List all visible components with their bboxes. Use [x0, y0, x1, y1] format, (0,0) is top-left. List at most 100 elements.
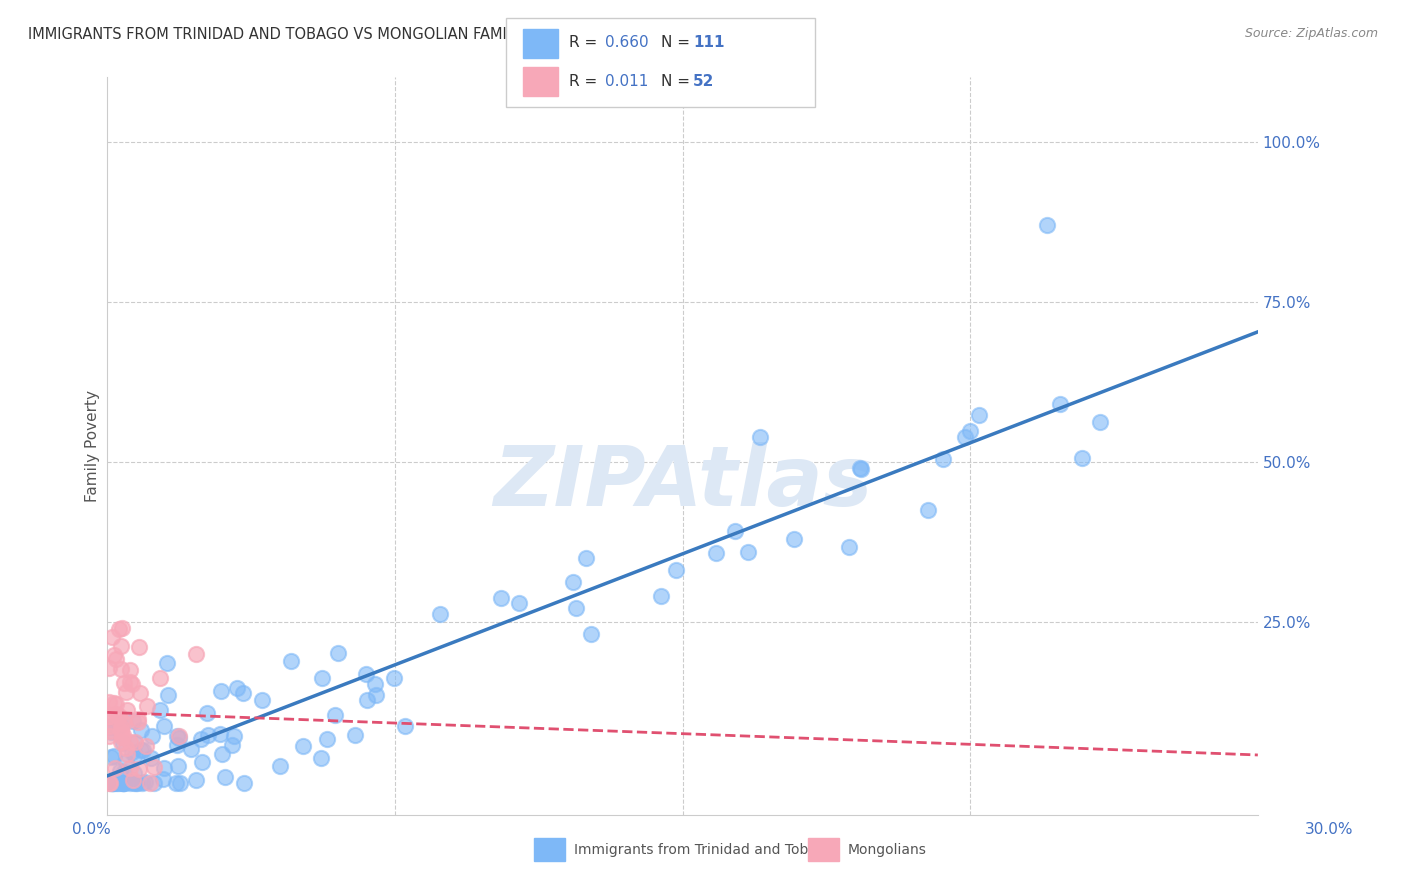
Point [112, 775, 135, 789]
Point [100, 774, 122, 789]
Point [104, 706, 127, 721]
Point [98, 660, 121, 674]
Point [723, 524, 745, 538]
Point [115, 703, 138, 717]
Point [124, 736, 146, 750]
Point [112, 765, 135, 780]
Text: 52: 52 [693, 74, 714, 88]
Point [325, 707, 347, 722]
Point [143, 760, 166, 774]
Point [103, 648, 125, 662]
Point [98, 775, 121, 789]
Point [121, 745, 143, 759]
Point [110, 764, 132, 778]
Point [122, 766, 145, 780]
Text: Source: ZipAtlas.com: Source: ZipAtlas.com [1244, 27, 1378, 40]
Point [749, 430, 772, 444]
Text: Immigrants from Trinidad and Tobago: Immigrants from Trinidad and Tobago [574, 843, 834, 857]
Point [190, 732, 212, 747]
Point [214, 770, 236, 784]
Point [98, 729, 121, 743]
Point [579, 626, 602, 640]
Point [110, 721, 132, 735]
Point [959, 425, 981, 439]
Point [364, 676, 387, 690]
Point [120, 674, 142, 689]
Point [156, 688, 179, 702]
Point [107, 622, 129, 636]
Point [110, 735, 132, 749]
Point [110, 640, 132, 654]
Point [107, 717, 129, 731]
Point [114, 756, 136, 770]
Point [125, 775, 148, 789]
Point [180, 742, 202, 756]
Point [197, 729, 219, 743]
Point [127, 715, 149, 730]
Point [225, 681, 247, 695]
Point [108, 775, 131, 789]
Point [120, 735, 142, 749]
Point [562, 574, 585, 589]
Point [575, 550, 598, 565]
Point [108, 709, 131, 723]
Point [120, 775, 142, 789]
Point [1049, 397, 1071, 411]
Point [429, 607, 451, 622]
Point [311, 672, 333, 686]
Text: 0.0%: 0.0% [72, 822, 111, 837]
Point [101, 775, 124, 789]
Text: Mongolians: Mongolians [848, 843, 927, 857]
Point [122, 775, 145, 789]
Point [127, 712, 149, 726]
Y-axis label: Family Poverty: Family Poverty [86, 390, 100, 502]
Point [103, 775, 125, 789]
Point [565, 601, 588, 615]
Text: ZIPAtlas: ZIPAtlas [494, 442, 872, 524]
Point [184, 772, 207, 787]
Point [110, 718, 132, 732]
Text: R =: R = [569, 36, 603, 50]
Point [315, 731, 337, 746]
Point [112, 676, 135, 690]
Point [1070, 450, 1092, 465]
Point [122, 773, 145, 788]
Point [98, 719, 121, 733]
Point [104, 761, 127, 775]
Text: 111: 111 [693, 36, 724, 50]
Point [233, 775, 256, 789]
Point [650, 590, 672, 604]
Point [134, 775, 156, 789]
Point [291, 739, 314, 753]
Point [166, 738, 188, 752]
Point [111, 775, 134, 789]
Point [138, 775, 160, 789]
Point [665, 563, 688, 577]
Point [783, 532, 806, 546]
Point [197, 706, 219, 720]
Point [120, 663, 142, 677]
Point [112, 775, 135, 789]
Point [269, 759, 291, 773]
Point [167, 731, 190, 745]
Point [132, 743, 155, 757]
Point [129, 723, 152, 737]
Point [737, 545, 759, 559]
Point [152, 772, 174, 786]
Point [190, 755, 212, 769]
Text: IMMIGRANTS FROM TRINIDAD AND TOBAGO VS MONGOLIAN FAMILY POVERTY CORRELATION CHAR: IMMIGRANTS FROM TRINIDAD AND TOBAGO VS M… [28, 27, 755, 42]
Point [209, 727, 232, 741]
Point [166, 729, 188, 743]
Point [115, 685, 138, 699]
Point [110, 775, 132, 789]
Text: 0.011: 0.011 [605, 74, 648, 88]
Point [129, 686, 152, 700]
Point [111, 715, 134, 730]
Point [139, 751, 162, 765]
Point [136, 698, 159, 713]
Point [105, 775, 128, 789]
Point [184, 647, 207, 661]
Point [105, 721, 128, 735]
Point [149, 703, 172, 717]
Point [112, 728, 135, 742]
